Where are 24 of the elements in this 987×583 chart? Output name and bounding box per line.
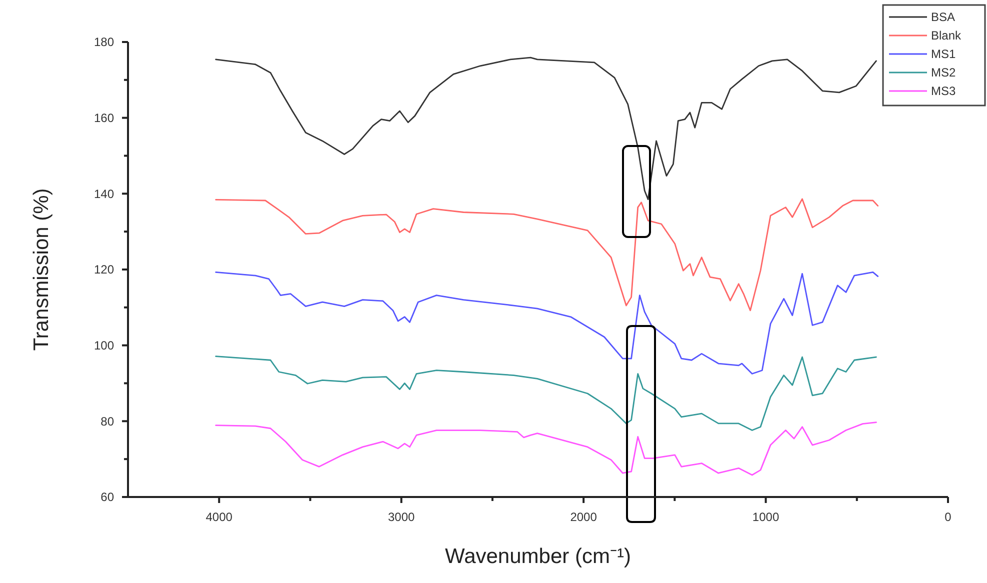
legend-label: MS1 — [931, 47, 956, 62]
line-series — [215, 422, 877, 476]
x-tick-label: 4000 — [206, 510, 233, 524]
line-series — [215, 198, 879, 312]
line-series — [215, 356, 877, 431]
x-tick-label: 2000 — [570, 510, 598, 524]
y-axis-title: Transmission (%) — [30, 188, 53, 351]
y-tick-label: 180 — [94, 35, 114, 50]
y-tick-label: 140 — [94, 186, 114, 201]
x-tick-label: 1000 — [752, 510, 780, 524]
y-tick-label: 160 — [94, 111, 114, 126]
legend-label: MS2 — [931, 66, 956, 80]
x-tick-label: 0 — [944, 510, 952, 524]
x-tick-label: 3000 — [388, 510, 416, 524]
legend-label: BSA — [931, 10, 956, 24]
y-tick-label: 120 — [94, 262, 114, 277]
y-tick-label: 100 — [94, 338, 114, 353]
line-series — [215, 56, 877, 200]
y-tick-label: 60 — [100, 490, 114, 504]
legend-label: Blank — [931, 28, 962, 43]
y-tick-label: 80 — [100, 414, 114, 428]
x-axis-title: Wavenumber (cm⁻¹) — [445, 545, 631, 568]
legend-label: MS3 — [931, 84, 956, 98]
line-series — [215, 271, 879, 374]
